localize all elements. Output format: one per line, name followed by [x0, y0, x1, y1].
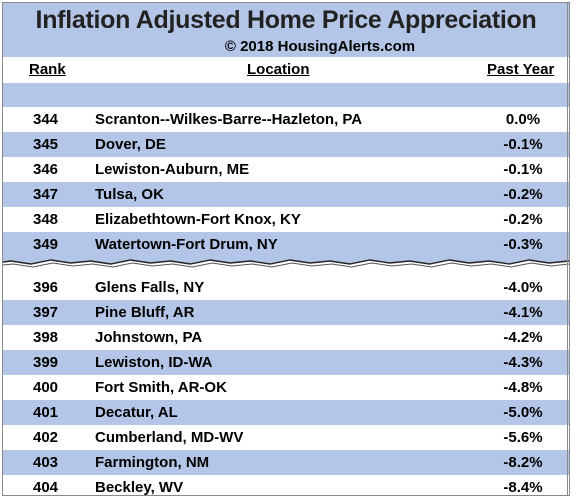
- table-row: 403 Farmington, NM -8.2%: [3, 450, 569, 475]
- location-cell: Lewiston, ID-WA: [95, 354, 213, 371]
- location-cell: Fort Smith, AR-OK: [95, 379, 227, 396]
- rank-cell: 399: [32, 354, 59, 371]
- past-year-cell: 0.0%: [505, 111, 541, 128]
- column-header-rank: Rank: [29, 61, 66, 78]
- location-cell: Elizabethtown-Fort Knox, KY: [95, 211, 301, 228]
- rank-cell: 347: [32, 186, 59, 203]
- location-cell: Decatur, AL: [95, 404, 178, 421]
- table-row: 348 Elizabethtown-Fort Knox, KY -0.2%: [3, 207, 569, 232]
- table-row: 401 Decatur, AL -5.0%: [3, 400, 569, 425]
- spreadsheet-table: Inflation Adjusted Home Price Appreciati…: [2, 2, 570, 496]
- location-cell: Cumberland, MD-WV: [95, 429, 244, 446]
- location-cell: Scranton--Wilkes-Barre--Hazleton, PA: [95, 111, 363, 128]
- blank-band-row: [3, 83, 569, 107]
- rank-cell: 397: [32, 304, 59, 321]
- rank-cell: 404: [32, 479, 59, 496]
- location-cell: Dover, DE: [95, 136, 166, 153]
- past-year-cell: -0.2%: [503, 186, 543, 203]
- past-year-cell: -8.4%: [503, 479, 543, 496]
- location-cell: Beckley, WV: [95, 479, 184, 496]
- table-row: 347 Tulsa, OK -0.2%: [3, 182, 569, 207]
- past-year-cell: -0.2%: [503, 211, 543, 228]
- column-header-past-year: Past Year: [487, 61, 555, 78]
- table-row: 402 Cumberland, MD-WV -5.6%: [3, 425, 569, 450]
- table-row: 397 Pine Bluff, AR -4.1%: [3, 300, 569, 325]
- location-cell: Pine Bluff, AR: [95, 304, 195, 321]
- rank-cell: 345: [32, 136, 59, 153]
- rank-cell: 348: [32, 211, 59, 228]
- location-cell: Farmington, NM: [95, 454, 210, 471]
- rank-cell: 403: [32, 454, 59, 471]
- location-cell: Tulsa, OK: [95, 186, 164, 203]
- location-cell: Watertown-Fort Drum, NY: [95, 236, 278, 253]
- table-row: 346 Lewiston-Auburn, ME -0.1%: [3, 157, 569, 182]
- rank-cell: 346: [32, 161, 59, 178]
- past-year-cell: -8.2%: [503, 454, 543, 471]
- past-year-cell: -4.2%: [503, 329, 543, 346]
- past-year-cell: -4.1%: [503, 304, 543, 321]
- past-year-cell: -0.1%: [503, 136, 543, 153]
- past-year-cell: -5.6%: [503, 429, 543, 446]
- table-row: 344 Scranton--Wilkes-Barre--Hazleton, PA…: [3, 107, 569, 132]
- rank-cell: 402: [32, 429, 59, 446]
- table-row: 396 Glens Falls, NY -4.0%: [3, 275, 569, 300]
- table-row: 404 Beckley, WV -8.4%: [3, 475, 569, 496]
- table-row: 400 Fort Smith, AR-OK -4.8%: [3, 375, 569, 400]
- location-cell: Glens Falls, NY: [95, 279, 205, 296]
- past-year-cell: -4.8%: [503, 379, 543, 396]
- past-year-cell: -4.0%: [503, 279, 543, 296]
- table-row: 398 Johnstown, PA -4.2%: [3, 325, 569, 350]
- right-gridline: [567, 3, 568, 495]
- rank-cell: 400: [32, 379, 59, 396]
- past-year-cell: -5.0%: [503, 404, 543, 421]
- rank-cell: 398: [32, 329, 59, 346]
- table-row: 345 Dover, DE -0.1%: [3, 132, 569, 157]
- column-header-row: Rank Location Past Year: [3, 57, 569, 83]
- column-header-location: Location: [247, 61, 310, 78]
- location-cell: Lewiston-Auburn, ME: [95, 161, 250, 178]
- copyright-line: © 2018 HousingAlerts.com: [3, 37, 569, 57]
- table-title: Inflation Adjusted Home Price Appreciati…: [3, 3, 569, 37]
- rank-cell: 396: [32, 279, 59, 296]
- rank-cell: 401: [32, 404, 59, 421]
- rank-cell: 344: [32, 111, 59, 128]
- past-year-cell: -0.1%: [503, 161, 543, 178]
- location-cell: Johnstown, PA: [95, 329, 203, 346]
- table-row: 399 Lewiston, ID-WA -4.3%: [3, 350, 569, 375]
- torn-edge-divider: [3, 251, 569, 268]
- past-year-cell: -4.3%: [503, 354, 543, 371]
- rank-cell: 349: [32, 236, 59, 253]
- past-year-cell: -0.3%: [503, 236, 543, 253]
